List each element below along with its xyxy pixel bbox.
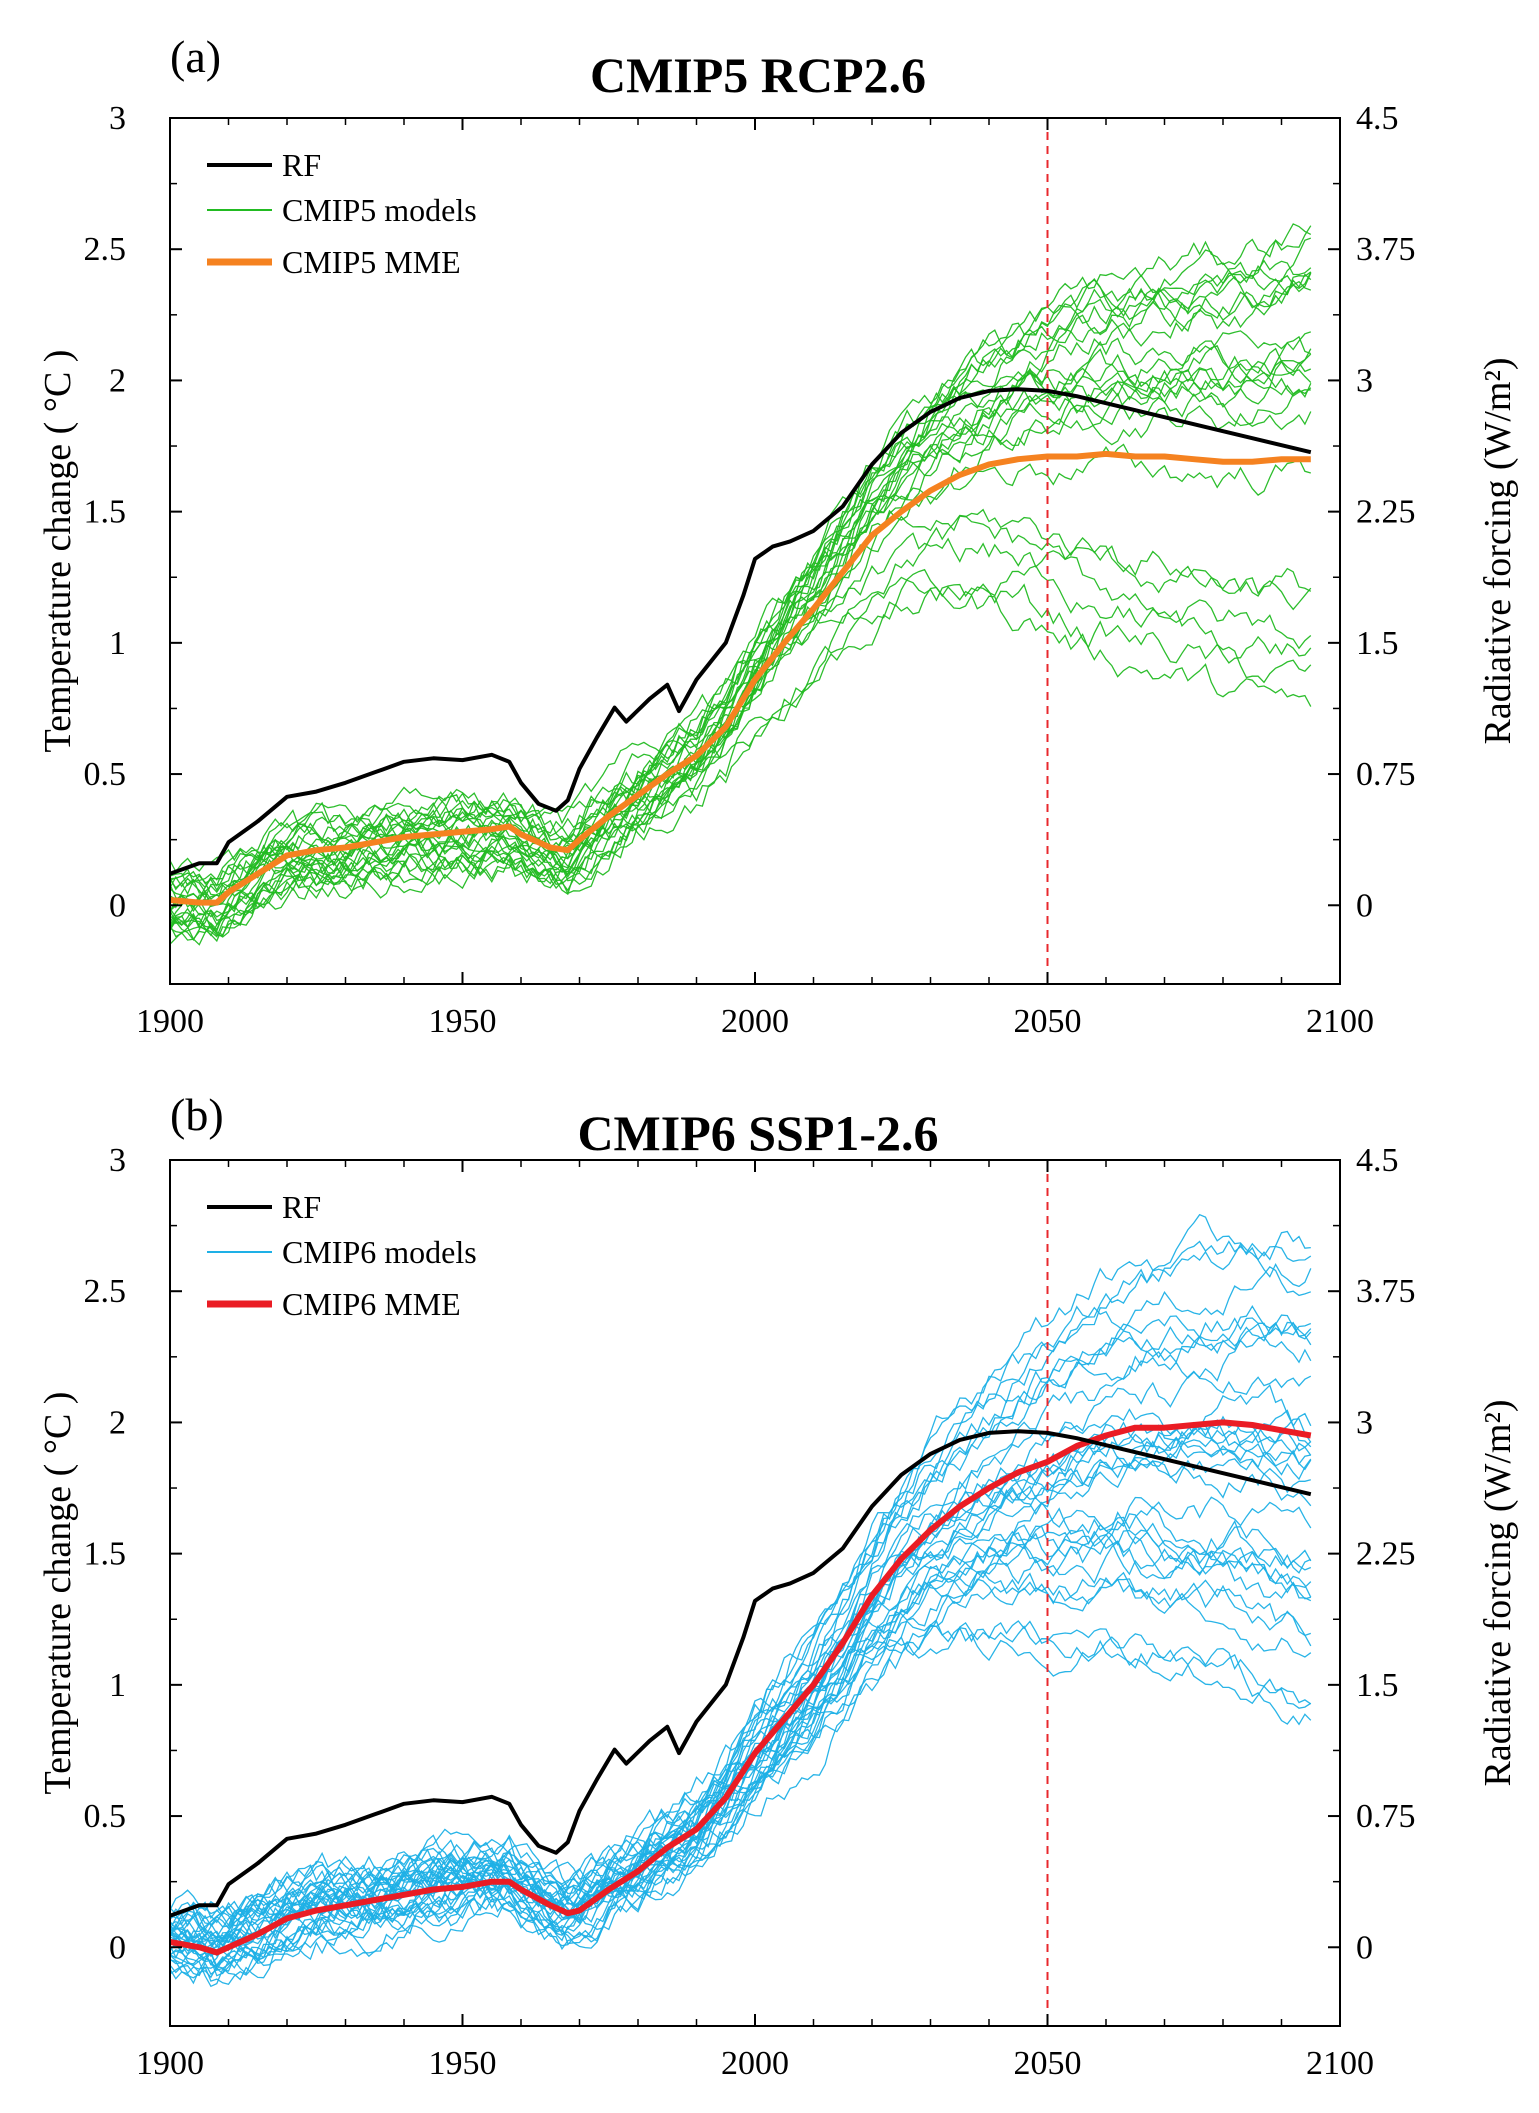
y-right-tick-label: 4.5	[1356, 100, 1399, 137]
y-tick-label: 3	[109, 1142, 126, 1179]
y-axis-ticks: 0 0.5 1 1.5 2 2.5 3	[84, 100, 182, 924]
model-line	[170, 1496, 1312, 1949]
model-line	[170, 1419, 1312, 1979]
y-tick-label: 1.5	[84, 1536, 127, 1573]
rf-line	[170, 1429, 1312, 1918]
model-line	[170, 1522, 1312, 1927]
model-line	[170, 1384, 1312, 1938]
model-line	[170, 272, 1312, 916]
model-line	[170, 271, 1312, 892]
x-tick-label: 1900	[136, 1003, 204, 1040]
x-tick-label: 2100	[1306, 2045, 1374, 2082]
x-tick-label: 1950	[429, 1003, 497, 1040]
legend-label-models: CMIP5 models	[282, 192, 477, 228]
y-tick-label: 2	[109, 1404, 126, 1441]
model-line	[170, 565, 1312, 943]
y-right-tick-label: 2.25	[1356, 494, 1416, 531]
x-axis-ticks: 1900 1950 2000 2050 2100	[136, 1160, 1374, 2082]
mme-line	[170, 1419, 1312, 1956]
model-line	[170, 1409, 1312, 1930]
legend-label-rf: RF	[282, 1189, 321, 1225]
y-right-tick-label: 0	[1356, 1929, 1373, 1966]
model-line	[170, 259, 1312, 911]
panel-label: (b)	[170, 1089, 224, 1140]
x-tick-label: 2050	[1014, 2045, 1082, 2082]
y-right-tick-label: 2.25	[1356, 1536, 1416, 1573]
y-right-tick-label: 0	[1356, 887, 1373, 924]
x-axis-ticks: 1900 1950 2000 2050 2100	[136, 118, 1374, 1040]
panel-a: (a) CMIP5 RCP2.6 1900 1950 2000 2050 2100 00…	[37, 31, 1519, 1040]
chart-title: CMIP5 RCP2.6	[590, 47, 926, 103]
series-lines	[170, 387, 1312, 906]
y-right-tick-label: 1.5	[1356, 1667, 1399, 1704]
model-line	[170, 532, 1312, 899]
model-line	[170, 1425, 1312, 1977]
y-tick-label: 0	[109, 887, 126, 924]
y-tick-label: 3	[109, 100, 126, 137]
model-lines	[170, 1213, 1312, 1988]
y-right-tick-label: 0.75	[1356, 1798, 1416, 1835]
x-tick-label: 1900	[136, 2045, 204, 2082]
model-line	[170, 1577, 1312, 1971]
chart-title: CMIP6 SSP1-2.6	[577, 1105, 938, 1161]
model-line	[170, 1513, 1312, 1943]
y-right-tick-label: 4.5	[1356, 1142, 1399, 1179]
legend: RF CMIP6 models CMIP6 MME	[207, 1189, 477, 1322]
legend-label-models: CMIP6 models	[282, 1234, 477, 1270]
model-line	[170, 273, 1312, 910]
y-tick-label: 1	[109, 625, 126, 662]
model-line	[170, 1314, 1312, 1963]
model-line	[170, 335, 1312, 896]
panel-b: (b) CMIP6 SSP1-2.6 1900 1950 2000 2050 2100 …	[37, 1089, 1519, 2082]
y-right-axis-ticks: 0 0.75 1.5 2.25 3 3.75 4.5	[1328, 100, 1416, 924]
y-right-tick-label: 3.75	[1356, 1273, 1416, 1310]
model-lines	[170, 223, 1312, 946]
model-line	[170, 353, 1312, 941]
y-right-axis-title: Radiative forcing (W/m²)	[1477, 357, 1519, 744]
rf-line	[170, 387, 1312, 876]
legend-label-mme: CMIP6 MME	[282, 1286, 461, 1322]
model-line	[170, 270, 1312, 891]
x-tick-label: 2100	[1306, 1003, 1374, 1040]
model-line	[170, 237, 1312, 938]
x-tick-label: 2000	[721, 1003, 789, 1040]
y-axis-title: Temperature change ( °C )	[37, 1392, 79, 1795]
legend-label-mme: CMIP5 MME	[282, 244, 461, 280]
model-line	[170, 1213, 1311, 1943]
y-right-axis-ticks: 0 0.75 1.5 2.25 3 3.75 4.5	[1328, 1142, 1416, 1966]
model-line	[170, 1305, 1312, 1917]
y-tick-label: 2	[109, 362, 126, 399]
y-tick-label: 1.5	[84, 494, 127, 531]
y-right-tick-label: 1.5	[1356, 625, 1399, 662]
model-line	[170, 1266, 1312, 1944]
y-tick-label: 0	[109, 1929, 126, 1966]
model-line	[170, 1240, 1312, 1988]
y-right-tick-label: 3.75	[1356, 231, 1416, 268]
x-tick-label: 2050	[1014, 1003, 1082, 1040]
legend: RF CMIP5 models CMIP5 MME	[207, 147, 477, 280]
y-tick-label: 2.5	[84, 1273, 127, 1310]
y-tick-label: 1	[109, 1667, 126, 1704]
y-right-tick-label: 0.75	[1356, 756, 1416, 793]
series-lines	[170, 1419, 1312, 1956]
model-line	[170, 348, 1312, 945]
y-right-tick-label: 3	[1356, 362, 1373, 399]
panel-label: (a)	[170, 31, 221, 82]
y-tick-label: 2.5	[84, 231, 127, 268]
model-line	[170, 1242, 1312, 1950]
y-axis-title: Temperature change ( °C )	[37, 350, 79, 753]
model-line	[170, 443, 1311, 927]
legend-label-rf: RF	[282, 147, 321, 183]
y-tick-label: 0.5	[84, 1798, 127, 1835]
model-line	[170, 1619, 1312, 1975]
y-right-axis-title: Radiative forcing (W/m²)	[1477, 1399, 1519, 1786]
x-tick-label: 1950	[429, 2045, 497, 2082]
y-right-tick-label: 3	[1356, 1404, 1373, 1441]
x-tick-label: 2000	[721, 2045, 789, 2082]
model-line	[170, 344, 1312, 887]
y-axis-ticks: 0 0.5 1 1.5 2 2.5 3	[84, 1142, 182, 1966]
y-tick-label: 0.5	[84, 756, 127, 793]
model-line	[170, 379, 1312, 912]
